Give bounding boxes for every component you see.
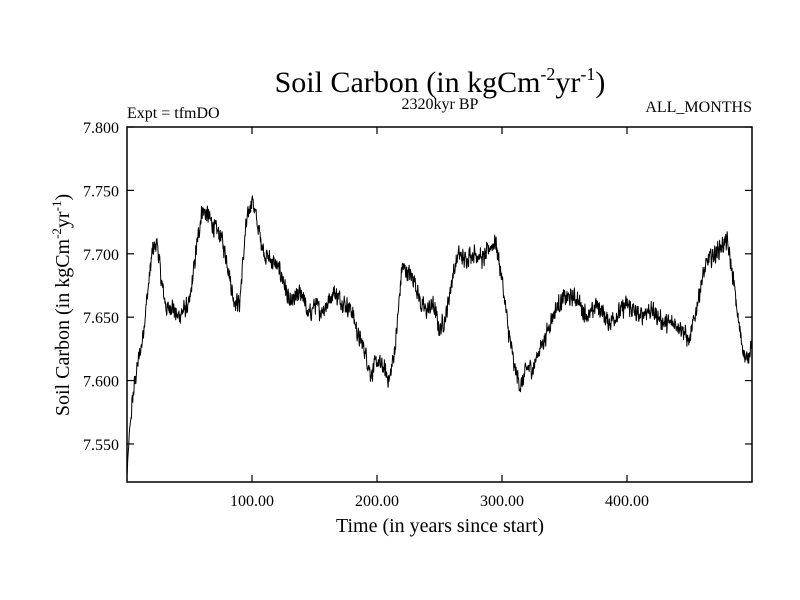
period-label: 2320kyr BP [402,96,479,113]
x-tick-label: 100.00 [230,493,274,510]
chart-title-suffix: ) [595,66,605,99]
y-axis-label-suffix: ) [52,194,74,201]
y-tick-label: 7.800 [83,120,119,137]
y-tick-label: 7.700 [83,247,119,264]
x-tick-label: 300.00 [480,493,524,510]
plot-frame [126,126,753,483]
months-label: ALL_MONTHS [645,99,752,116]
experiment-label: Expt = tfmDO [127,105,220,122]
y-axis-label-prefix: Soil Carbon (in kgCm [52,238,74,416]
y-axis-ticks: 7.550 7.600 7.650 7.700 7.750 7.800 [83,120,752,454]
series-line [126,195,753,476]
y-tick-label: 7.600 [83,374,119,391]
y-axis-label-sup-2: -1 [49,201,64,212]
chart-title-sup-2: -1 [580,64,595,84]
chart-title-sup-1: -2 [540,64,555,84]
y-axis-label-sup-1: -2 [49,228,64,239]
chart-title-prefix: Soil Carbon (in kgCm [275,66,541,99]
x-tick-label: 200.00 [355,493,399,510]
y-tick-label: 7.750 [83,183,119,200]
x-axis-label: Time (in years since start) [336,515,544,537]
x-tick-label: 400.00 [605,493,649,510]
y-axis-label: Soil Carbon (in kgCm-2yr-1) [49,194,74,416]
x-axis-ticks: 100.00 200.00 300.00 400.00 [230,127,649,510]
y-tick-label: 7.550 [83,437,119,454]
chart-title: Soil Carbon (in kgCm-2yr-1) [275,64,606,99]
chart-title-mid: yr [555,66,580,99]
y-axis-label-mid: yr [52,211,74,228]
y-tick-label: 7.650 [83,310,119,327]
